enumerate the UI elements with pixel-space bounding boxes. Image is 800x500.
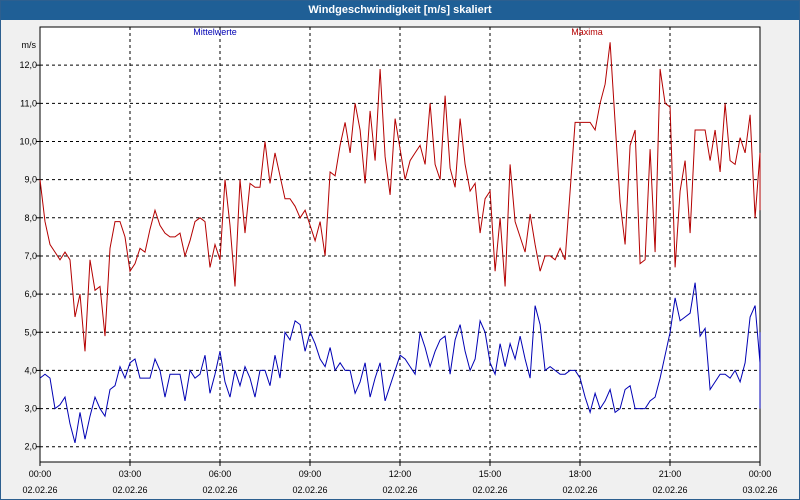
x-tick-time: 18:00 bbox=[569, 469, 592, 479]
window-title: Windgeschwindigkeit [m/s] skaliert bbox=[1, 1, 799, 20]
x-tick-time: 06:00 bbox=[209, 469, 232, 479]
x-tick-date: 02.02.26 bbox=[652, 485, 687, 495]
x-tick-date: 02.02.26 bbox=[292, 485, 327, 495]
y-tick-label: 6,0 bbox=[24, 289, 37, 299]
x-tick-time: 09:00 bbox=[299, 469, 322, 479]
x-tick-date: 02.02.26 bbox=[382, 485, 417, 495]
y-tick-label: 7,0 bbox=[24, 251, 37, 261]
legend-maxima: Maxima bbox=[571, 27, 603, 37]
y-axis: 2,0 3,0 4,0 5,0 6,0 7,0 8,0 9,0 10,0 11,0 12,0 bbox=[19, 60, 40, 452]
x-tick-date: 02.02.26 bbox=[562, 485, 597, 495]
x-tick-time: 03:00 bbox=[119, 469, 142, 479]
y-tick-label: 4,0 bbox=[24, 365, 37, 375]
y-tick-label: 8,0 bbox=[24, 213, 37, 223]
y-tick-label: 3,0 bbox=[24, 404, 37, 414]
x-tick-date: 02.02.26 bbox=[472, 485, 507, 495]
y-tick-label: 5,0 bbox=[24, 327, 37, 337]
x-tick-time: 00:00 bbox=[29, 469, 52, 479]
x-tick-time: 00:00 bbox=[749, 469, 772, 479]
y-tick-label: 2,0 bbox=[24, 442, 37, 452]
y-tick-label: 12,0 bbox=[19, 60, 37, 70]
x-tick-date: 02.02.26 bbox=[112, 485, 147, 495]
y-tick-label: 9,0 bbox=[24, 175, 37, 185]
x-tick-time: 12:00 bbox=[389, 469, 412, 479]
y-axis-unit-label: m/s bbox=[22, 40, 37, 50]
x-tick-date: 02.02.26 bbox=[22, 485, 57, 495]
x-axis: 00:00 02.02.26 03:00 02.02.26 06:00 02.02.26 0… bbox=[22, 462, 778, 495]
series-line-mittelwerte bbox=[39, 282, 761, 444]
y-tick-label: 11,0 bbox=[20, 98, 37, 108]
x-tick-date: 02.02.26 bbox=[202, 485, 237, 495]
series-line-maxima bbox=[39, 42, 761, 352]
y-tick-label: 10,0 bbox=[19, 136, 37, 146]
x-tick-time: 15:00 bbox=[479, 469, 502, 479]
x-tick-time: 21:00 bbox=[659, 469, 682, 479]
x-tick-date: 03.02.26 bbox=[742, 485, 777, 495]
series-lines bbox=[39, 42, 761, 444]
legend-mittelwerte: Mittelwerte bbox=[193, 27, 237, 37]
